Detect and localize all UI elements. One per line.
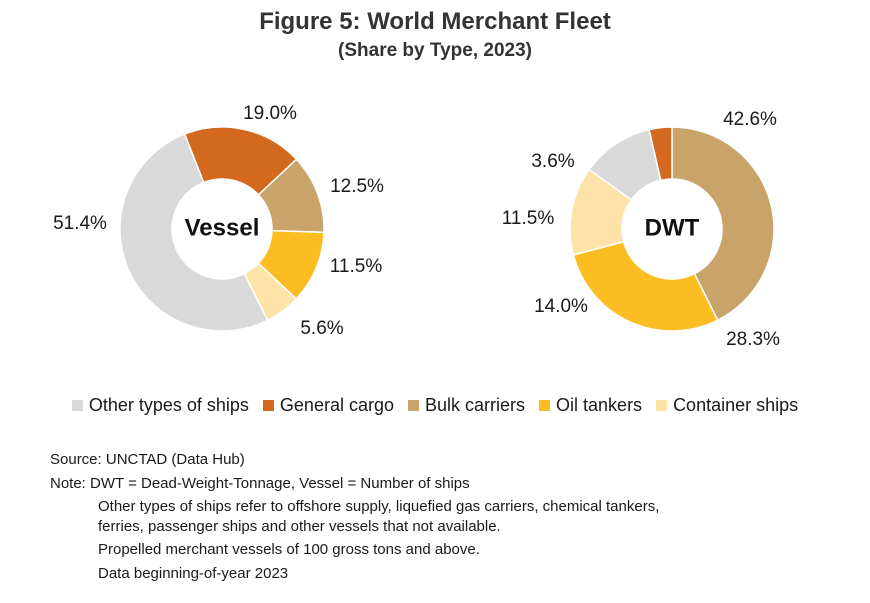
chart-subtitle: (Share by Type, 2023): [338, 40, 532, 61]
dwt-label-oil-tankers: 28.3%: [726, 329, 780, 350]
vessel-label-bulk-carriers: 12.5%: [330, 176, 384, 197]
vessel-slice-other-types-of-ships: [119, 133, 269, 332]
dwt-label-container-ships: 14.0%: [534, 296, 588, 317]
vessel-center-label: Vessel: [185, 214, 260, 241]
vessel-label-oil-tankers: 11.5%: [330, 256, 383, 277]
dwt-label-general-cargo: 3.6%: [531, 151, 574, 172]
legend-item-oil-tankers: Oil tankers: [539, 395, 642, 416]
source-note: Source: UNCTAD (Data Hub): [50, 451, 245, 468]
donut-charts: 19.0% 12.5% 11.5% 5.6% 51.4% Vessel 42.6% 28.3%…: [53, 103, 780, 350]
legend-item-container-ships: Container ships: [656, 395, 798, 416]
dwt-center-label: DWT: [645, 214, 700, 241]
legend-item-general-cargo: General cargo: [262, 395, 394, 416]
legend-swatch-oil-tankers: [539, 400, 551, 411]
notes: Source: UNCTAD (Data Hub) Note: DWT = De…: [50, 450, 659, 587]
legend: Other types of ships General cargo Bulk …: [0, 395, 870, 416]
legend-label-container-ships: Container ships: [673, 395, 799, 415]
vessel-label-general-cargo: 19.0%: [243, 103, 297, 124]
propelled-note: Propelled merchant vessels of 100 gross …: [98, 541, 480, 558]
legend-label-general-cargo: General cargo: [279, 395, 394, 415]
dwt-slice-bulk-carriers: [671, 126, 775, 322]
legend-label-bulk-carriers: Bulk carriers: [425, 395, 526, 415]
legend-swatch-container-ships: [656, 400, 668, 411]
legend-swatch-general-cargo: [262, 400, 274, 411]
definition-note: Note: DWT = Dead-Weight-Tonnage, Vessel …: [50, 474, 470, 492]
vessel-label-container-ships: 5.6%: [300, 318, 343, 339]
legend-swatch-bulk-carriers: [408, 400, 419, 411]
legend-item-bulk-carriers: Bulk carriers: [408, 395, 525, 416]
data-begin-note: Data beginning-of-year 2023: [98, 564, 289, 582]
legend-swatch-other: [71, 400, 83, 411]
dwt-slice-general-cargo: [648, 126, 673, 182]
dwt-label-bulk-carriers: 42.6%: [723, 109, 777, 130]
legend-label-oil-tankers: Oil tankers: [556, 395, 643, 415]
vessel-label-other-types-of-ships: 51.4%: [53, 213, 107, 234]
dwt-label-other-types-of-ships: 11.5%: [502, 208, 555, 229]
legend-label-other: Other types of ships: [88, 395, 249, 415]
dwt-slice-oil-tankers: [572, 240, 719, 332]
other-types-note-line1: Other types of ships refer to offshore s…: [98, 498, 660, 515]
other-types-note-line2: ferries, passenger ships and other vesse…: [98, 517, 501, 535]
legend-item-other: Other types of ships: [71, 395, 249, 416]
chart-title: Figure 5: World Merchant Fleet: [259, 8, 611, 35]
